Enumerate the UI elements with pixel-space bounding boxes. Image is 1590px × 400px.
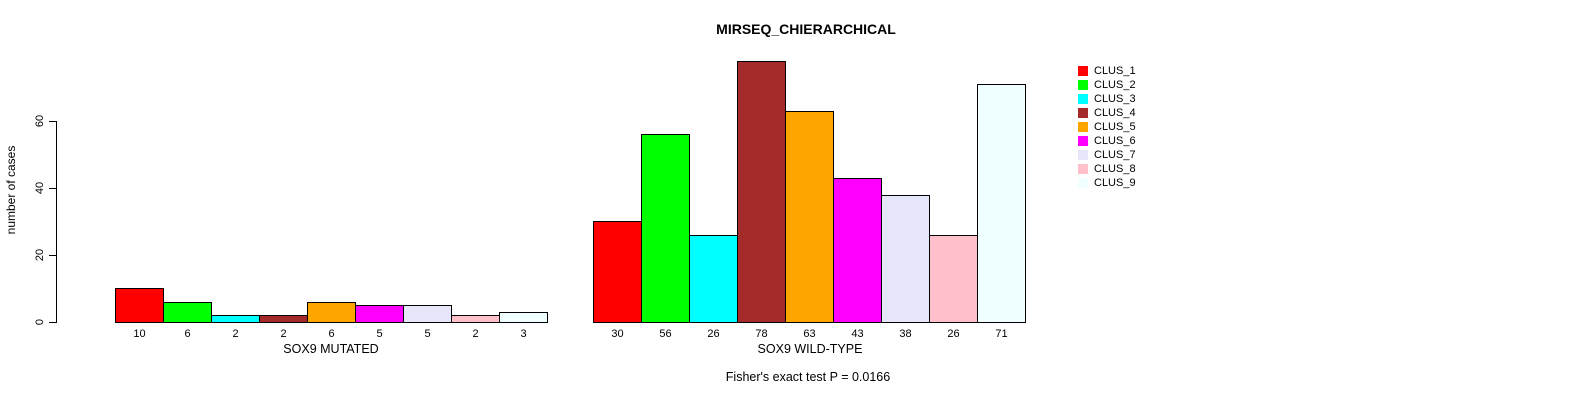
- legend-label: CLUS_4: [1094, 107, 1136, 119]
- bar-value-label: 26: [707, 328, 720, 340]
- bar-value-label: 2: [472, 328, 479, 340]
- legend-label: CLUS_6: [1094, 135, 1136, 147]
- legend-item-clus_9: CLUS_9: [1078, 176, 1136, 190]
- bar-clus_1: [115, 288, 164, 323]
- bar-clus_4: [737, 61, 786, 323]
- y-axis-line: [56, 121, 57, 323]
- legend-label: CLUS_8: [1094, 163, 1136, 175]
- legend-swatch: [1078, 66, 1088, 76]
- bar-clus_3: [211, 315, 260, 323]
- bar-value-label: 6: [184, 328, 191, 340]
- legend-item-clus_1: CLUS_1: [1078, 64, 1136, 78]
- bar-value-label: 38: [899, 328, 912, 340]
- legend-item-clus_2: CLUS_2: [1078, 78, 1136, 92]
- legend: CLUS_1 CLUS_2 CLUS_3 CLUS_4 CLUS_5 CLUS_6 CLUS…: [1078, 64, 1136, 190]
- bar-value-label: 56: [659, 328, 672, 340]
- legend-swatch: [1078, 122, 1088, 132]
- bar-value-label: 3: [520, 328, 527, 340]
- legend-swatch: [1078, 178, 1088, 188]
- legend-swatch: [1078, 108, 1088, 118]
- legend-item-clus_4: CLUS_4: [1078, 106, 1136, 120]
- bar-value-label: 43: [851, 328, 864, 340]
- legend-item-clus_3: CLUS_3: [1078, 92, 1136, 106]
- bar-value-label: 78: [755, 328, 768, 340]
- y-axis-label: number of cases: [4, 145, 18, 235]
- legend-item-clus_5: CLUS_5: [1078, 120, 1136, 134]
- bar-clus_4: [259, 315, 308, 323]
- bar-clus_5: [785, 111, 834, 323]
- y-axis-tick: [49, 255, 57, 256]
- bar-value-label: 30: [611, 328, 624, 340]
- y-axis-tick: [49, 322, 57, 323]
- legend-item-clus_6: CLUS_6: [1078, 134, 1136, 148]
- legend-label: CLUS_5: [1094, 121, 1136, 133]
- x-axis-label-sox9-wild-type: SOX9 WILD-TYPE: [757, 342, 863, 356]
- y-axis-tick-label: 20: [34, 248, 46, 262]
- x-axis-label-sox9-mutated: SOX9 MUTATED: [283, 342, 379, 356]
- legend-swatch: [1078, 164, 1088, 174]
- y-axis-tick-label: 40: [34, 181, 46, 195]
- bar-clus_3: [689, 235, 738, 323]
- bar-value-label: 5: [376, 328, 383, 340]
- bar-clus_2: [641, 134, 690, 323]
- bar-clus_5: [307, 302, 356, 323]
- legend-label: CLUS_3: [1094, 93, 1136, 105]
- bar-value-label: 5: [424, 328, 431, 340]
- legend-swatch: [1078, 136, 1088, 146]
- bar-clus_6: [355, 305, 404, 323]
- fisher-test-annotation: Fisher's exact test P = 0.0166: [725, 370, 891, 384]
- bar-clus_8: [451, 315, 500, 323]
- legend-swatch: [1078, 80, 1088, 90]
- legend-label: CLUS_7: [1094, 149, 1136, 161]
- bar-clus_7: [403, 305, 452, 323]
- bar-value-label: 10: [133, 328, 146, 340]
- bar-value-label: 26: [947, 328, 960, 340]
- chart-title: MIRSEQ_CHIERARCHICAL: [716, 21, 896, 37]
- y-axis-tick: [49, 121, 57, 122]
- bar-clus_1: [593, 221, 642, 323]
- bar-clus_2: [163, 302, 212, 323]
- legend-label: CLUS_1: [1094, 65, 1136, 77]
- legend-swatch: [1078, 150, 1088, 160]
- y-axis-tick-label: 0: [34, 318, 46, 326]
- bar-value-label: 71: [995, 328, 1008, 340]
- bar-value-label: 6: [328, 328, 335, 340]
- legend-swatch: [1078, 94, 1088, 104]
- legend-item-clus_7: CLUS_7: [1078, 148, 1136, 162]
- legend-label: CLUS_2: [1094, 79, 1136, 91]
- bar-value-label: 2: [280, 328, 287, 340]
- bar-clus_8: [929, 235, 978, 323]
- y-axis-tick-label: 60: [34, 114, 46, 128]
- legend-label: CLUS_9: [1094, 177, 1136, 189]
- bar-clus_6: [833, 178, 882, 323]
- legend-item-clus_8: CLUS_8: [1078, 162, 1136, 176]
- bar-clus_7: [881, 195, 930, 323]
- bar-clus_9: [977, 84, 1026, 323]
- bar-value-label: 2: [232, 328, 239, 340]
- y-axis-tick: [49, 188, 57, 189]
- bar-value-label: 63: [803, 328, 816, 340]
- bar-clus_9: [499, 312, 548, 323]
